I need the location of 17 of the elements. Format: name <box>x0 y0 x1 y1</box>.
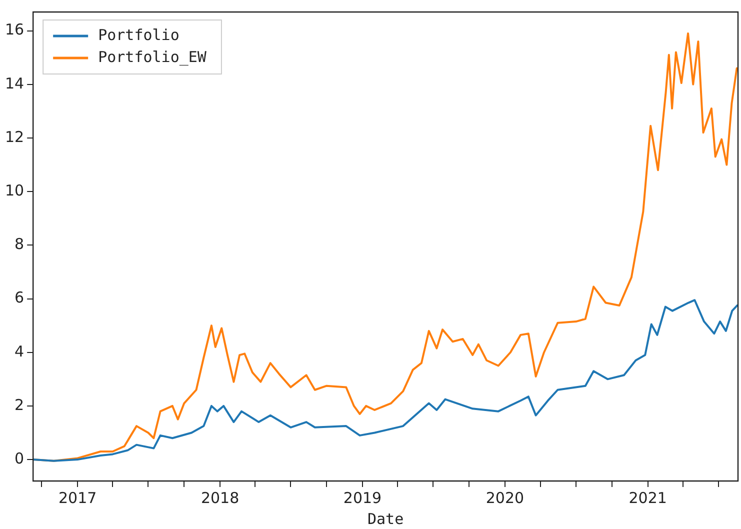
y-tick-label: 14 <box>4 74 24 92</box>
y-tick-label: 10 <box>4 181 24 200</box>
legend-label: Portfolio <box>98 26 180 44</box>
y-tick-label: 6 <box>14 288 24 307</box>
x-tick-label: 2019 <box>343 488 382 507</box>
y-tick-label: 2 <box>14 396 24 414</box>
y-tick-label: 8 <box>14 235 24 254</box>
x-tick-label: 2018 <box>200 488 240 507</box>
x-axis-title: Date <box>367 510 404 528</box>
legend-label: Portfolio_EW <box>98 48 208 66</box>
x-tick-label: 2021 <box>628 488 667 507</box>
y-tick-label: 16 <box>4 20 24 39</box>
y-tick-label: 12 <box>4 128 24 146</box>
x-tick-label: 2017 <box>58 488 97 507</box>
x-tick-label: 2020 <box>486 488 524 507</box>
y-tick-label: 4 <box>14 342 24 360</box>
y-tick-label: 0 <box>14 449 24 468</box>
